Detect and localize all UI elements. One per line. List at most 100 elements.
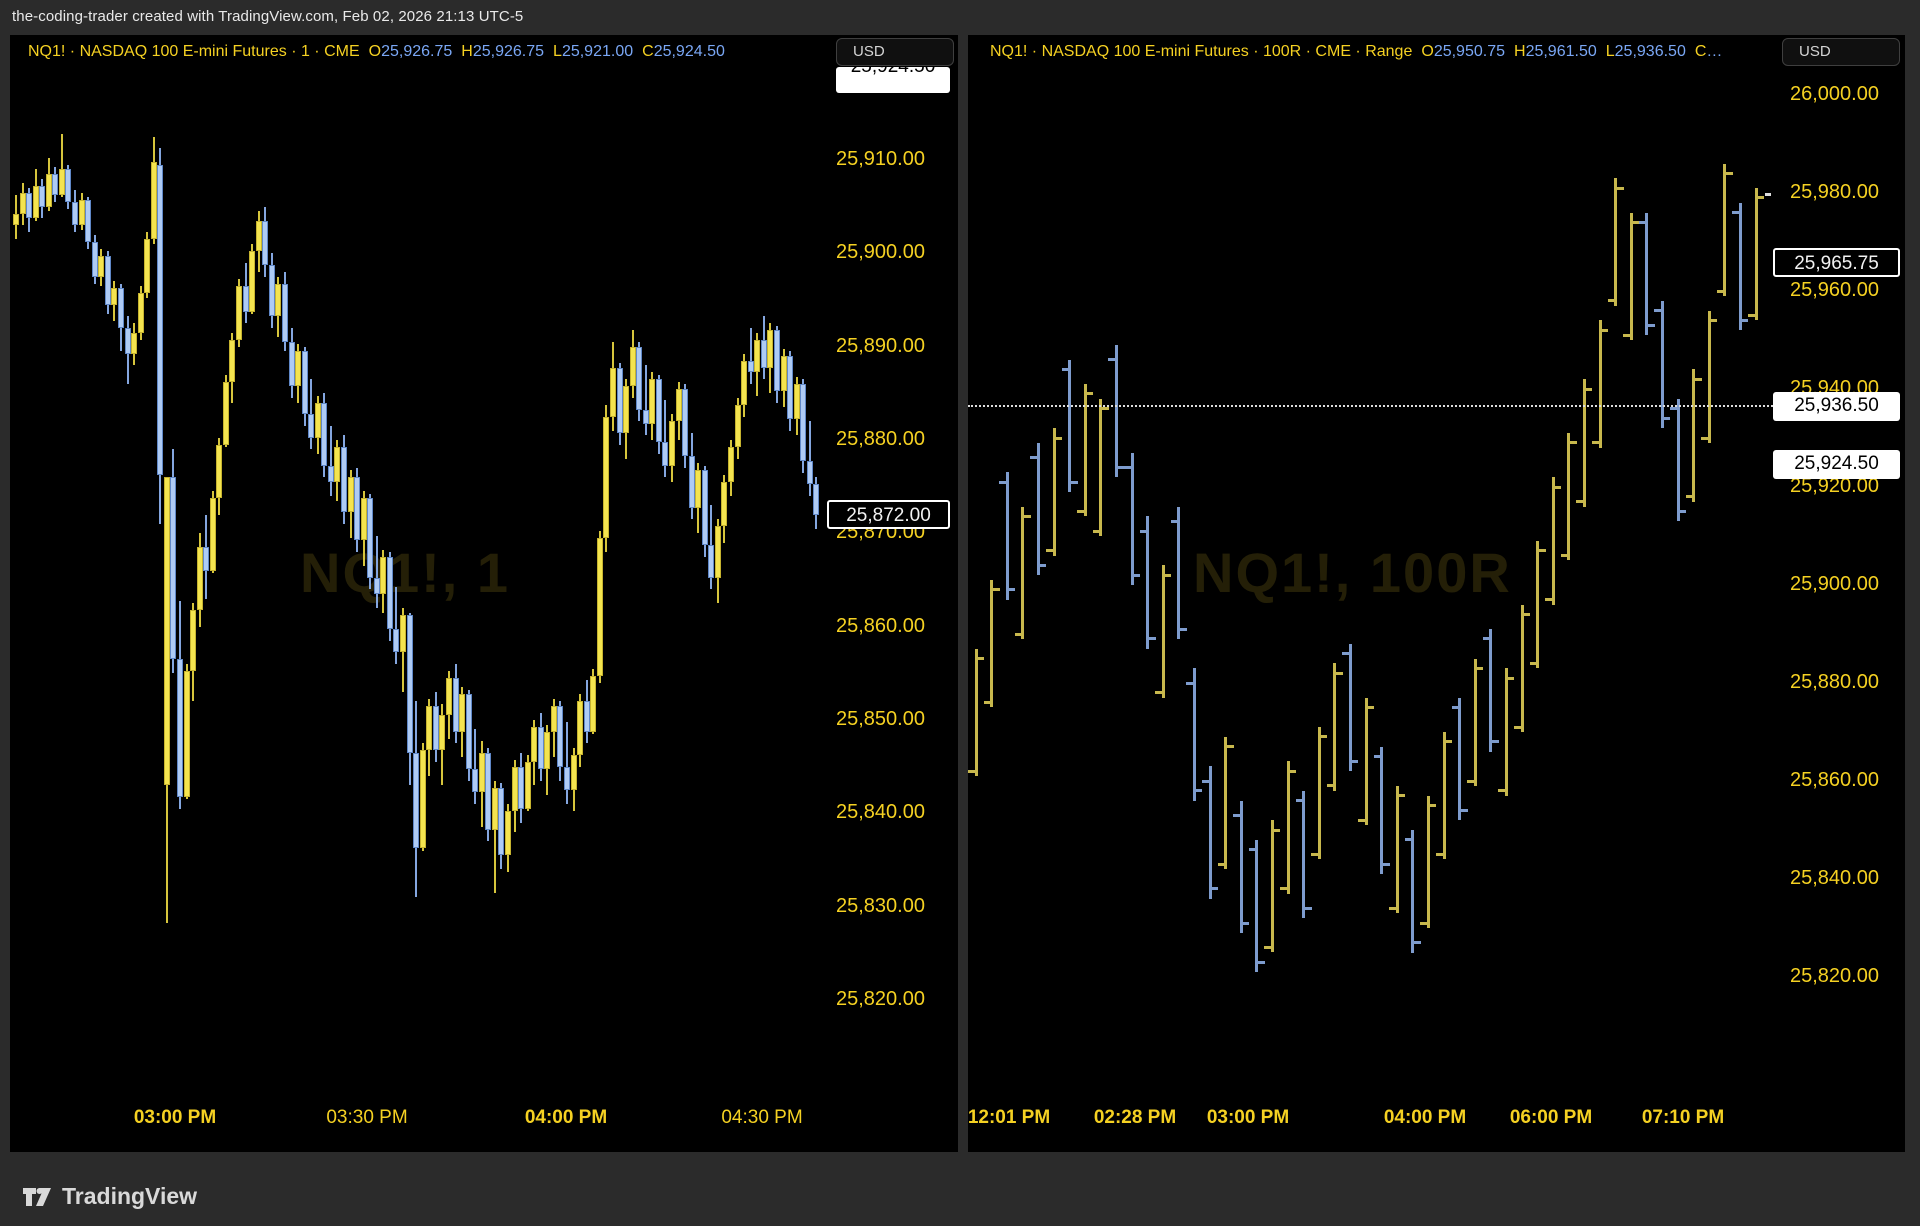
candle-body bbox=[163, 477, 170, 786]
ohlc-bar-open-tick bbox=[1560, 554, 1568, 558]
chart-panel-100r[interactable]: NQ1!, 100R NQ1! · NASDAQ 100 E-mini Futu… bbox=[968, 35, 1905, 1152]
candle-wick bbox=[375, 535, 378, 608]
currency-button[interactable]: USD bbox=[1782, 38, 1900, 66]
candle-body bbox=[78, 199, 85, 226]
ohlc-bar-close-tick bbox=[993, 588, 1000, 592]
ohlc-bar-line bbox=[1582, 379, 1586, 507]
price-axis-label: 25,840.00 bbox=[836, 801, 925, 824]
candle-body bbox=[393, 628, 400, 653]
candle-wick bbox=[566, 722, 569, 804]
ohlc-bar-close-tick bbox=[1398, 794, 1406, 798]
time-axis-label: 04:30 PM bbox=[721, 1107, 803, 1128]
candle-body bbox=[682, 388, 689, 457]
candle-body bbox=[137, 292, 144, 333]
time-axis-label: 04:00 PM bbox=[524, 1107, 608, 1128]
ohlc-bar-close-tick bbox=[1445, 740, 1452, 744]
ohlc-bar-close-tick bbox=[1554, 485, 1562, 489]
ohlc-bar-open-tick bbox=[1217, 862, 1225, 866]
ohlc-bar-line bbox=[1130, 452, 1134, 585]
candle-body bbox=[419, 750, 426, 849]
ohlc-bar-close-tick bbox=[1149, 637, 1156, 641]
ohlc-bar-line bbox=[1458, 697, 1462, 821]
ohlc-bar-line bbox=[1738, 202, 1742, 331]
ohlc-bar-line bbox=[1426, 795, 1430, 928]
chart-panel-1min[interactable]: NQ1!, 1 NQ1! · NASDAQ 100 E-mini Futures… bbox=[10, 35, 958, 1152]
ohlc-bar-open-tick bbox=[1389, 906, 1396, 910]
candle-body bbox=[511, 766, 518, 811]
candle-body bbox=[301, 351, 308, 415]
ohlc-bar-close-tick bbox=[1414, 941, 1421, 945]
ohlc-bar-close-tick bbox=[1242, 921, 1250, 925]
ohlc-bar-open-tick bbox=[1124, 465, 1131, 469]
tradingview-logo-text: TradingView bbox=[62, 1183, 198, 1209]
ohlc-bar-open-tick bbox=[1529, 661, 1537, 665]
ohlc-bar-open-tick bbox=[1451, 706, 1459, 709]
candle-body bbox=[321, 402, 328, 466]
candle-wick bbox=[310, 379, 313, 450]
candle-body bbox=[177, 659, 183, 797]
ohlc-bar-line bbox=[1411, 830, 1415, 953]
candle-body bbox=[577, 701, 584, 755]
ohlc-bar-close-tick bbox=[1383, 862, 1390, 866]
price-tag: 25,936.50 bbox=[1773, 391, 1900, 421]
ohlc-bar-line bbox=[990, 580, 994, 708]
candle-body bbox=[780, 355, 787, 391]
ohlc-bar-open-tick bbox=[1607, 299, 1615, 303]
ohlc-bar-close-tick bbox=[1117, 465, 1125, 469]
candle-body bbox=[603, 416, 610, 538]
currency-button[interactable]: USD bbox=[836, 38, 954, 66]
price-axis-label: 25,880.00 bbox=[836, 427, 925, 450]
symbol-description: NQ1! · NASDAQ 100 E-mini Futures · 1 · C… bbox=[28, 43, 360, 60]
ohlc-bar-close-tick bbox=[1164, 573, 1172, 577]
candle-body bbox=[367, 498, 374, 578]
price-axis-label: 25,880.00 bbox=[1790, 671, 1879, 693]
ohlc-bar-close-tick bbox=[1695, 377, 1702, 381]
ohlc-bar-close-tick bbox=[1195, 789, 1203, 793]
last-price-dash bbox=[1765, 193, 1771, 196]
price-axis-label: 25,860.00 bbox=[836, 614, 925, 637]
candle-body bbox=[32, 185, 39, 219]
candle-body bbox=[655, 379, 662, 443]
candle-body bbox=[459, 694, 466, 732]
ohlc-bar-line bbox=[1660, 300, 1664, 429]
candle-body bbox=[787, 355, 794, 419]
candle-body bbox=[793, 383, 800, 419]
ohlc-value-c: C25,924.50 bbox=[642, 43, 725, 60]
candle-body bbox=[262, 220, 269, 265]
ohlc-bar-open-tick bbox=[1295, 799, 1303, 803]
candle-wick bbox=[395, 586, 398, 664]
candle-body bbox=[222, 381, 229, 445]
ohlc-bar-close-tick bbox=[1461, 808, 1468, 812]
candle-body bbox=[669, 421, 675, 466]
candle-body bbox=[295, 351, 302, 387]
ohlc-bar-open-tick bbox=[1467, 779, 1474, 783]
price-axis-label: 25,920.00 bbox=[1790, 475, 1879, 497]
candle-body bbox=[728, 446, 735, 482]
ohlc-bar-line bbox=[1005, 472, 1009, 600]
ohlc-bar-line bbox=[1114, 344, 1118, 478]
candle-body bbox=[662, 442, 669, 466]
tradingview-logo-link[interactable]: TradingView bbox=[22, 1183, 197, 1210]
ohlc-bar-close-tick bbox=[1585, 387, 1593, 391]
candle-body bbox=[157, 164, 164, 475]
ohlc-bar-line bbox=[1177, 506, 1181, 639]
ohlc-bar-line bbox=[1707, 310, 1711, 443]
ohlc-bar-line bbox=[1551, 477, 1555, 605]
candle-body bbox=[432, 705, 439, 751]
candle-body bbox=[124, 327, 131, 354]
ohlc-bar-line bbox=[1442, 732, 1446, 860]
ohlc-bar-open-tick bbox=[1139, 529, 1147, 533]
ohlc-bar-line bbox=[1052, 428, 1056, 556]
candle-body bbox=[400, 614, 407, 653]
ohlc-bar-line bbox=[1161, 565, 1165, 698]
candle-body bbox=[773, 330, 780, 391]
candle-body bbox=[570, 754, 577, 790]
candle-body bbox=[275, 283, 282, 317]
ohlc-bar-line bbox=[1380, 746, 1384, 875]
ohlc-bar-line bbox=[1083, 384, 1087, 517]
ohlc-bar-open-tick bbox=[1077, 510, 1084, 513]
ohlc-bar-close-tick bbox=[1523, 612, 1530, 616]
candle-body bbox=[636, 346, 643, 410]
ohlc-bar-open-tick bbox=[1014, 632, 1022, 636]
